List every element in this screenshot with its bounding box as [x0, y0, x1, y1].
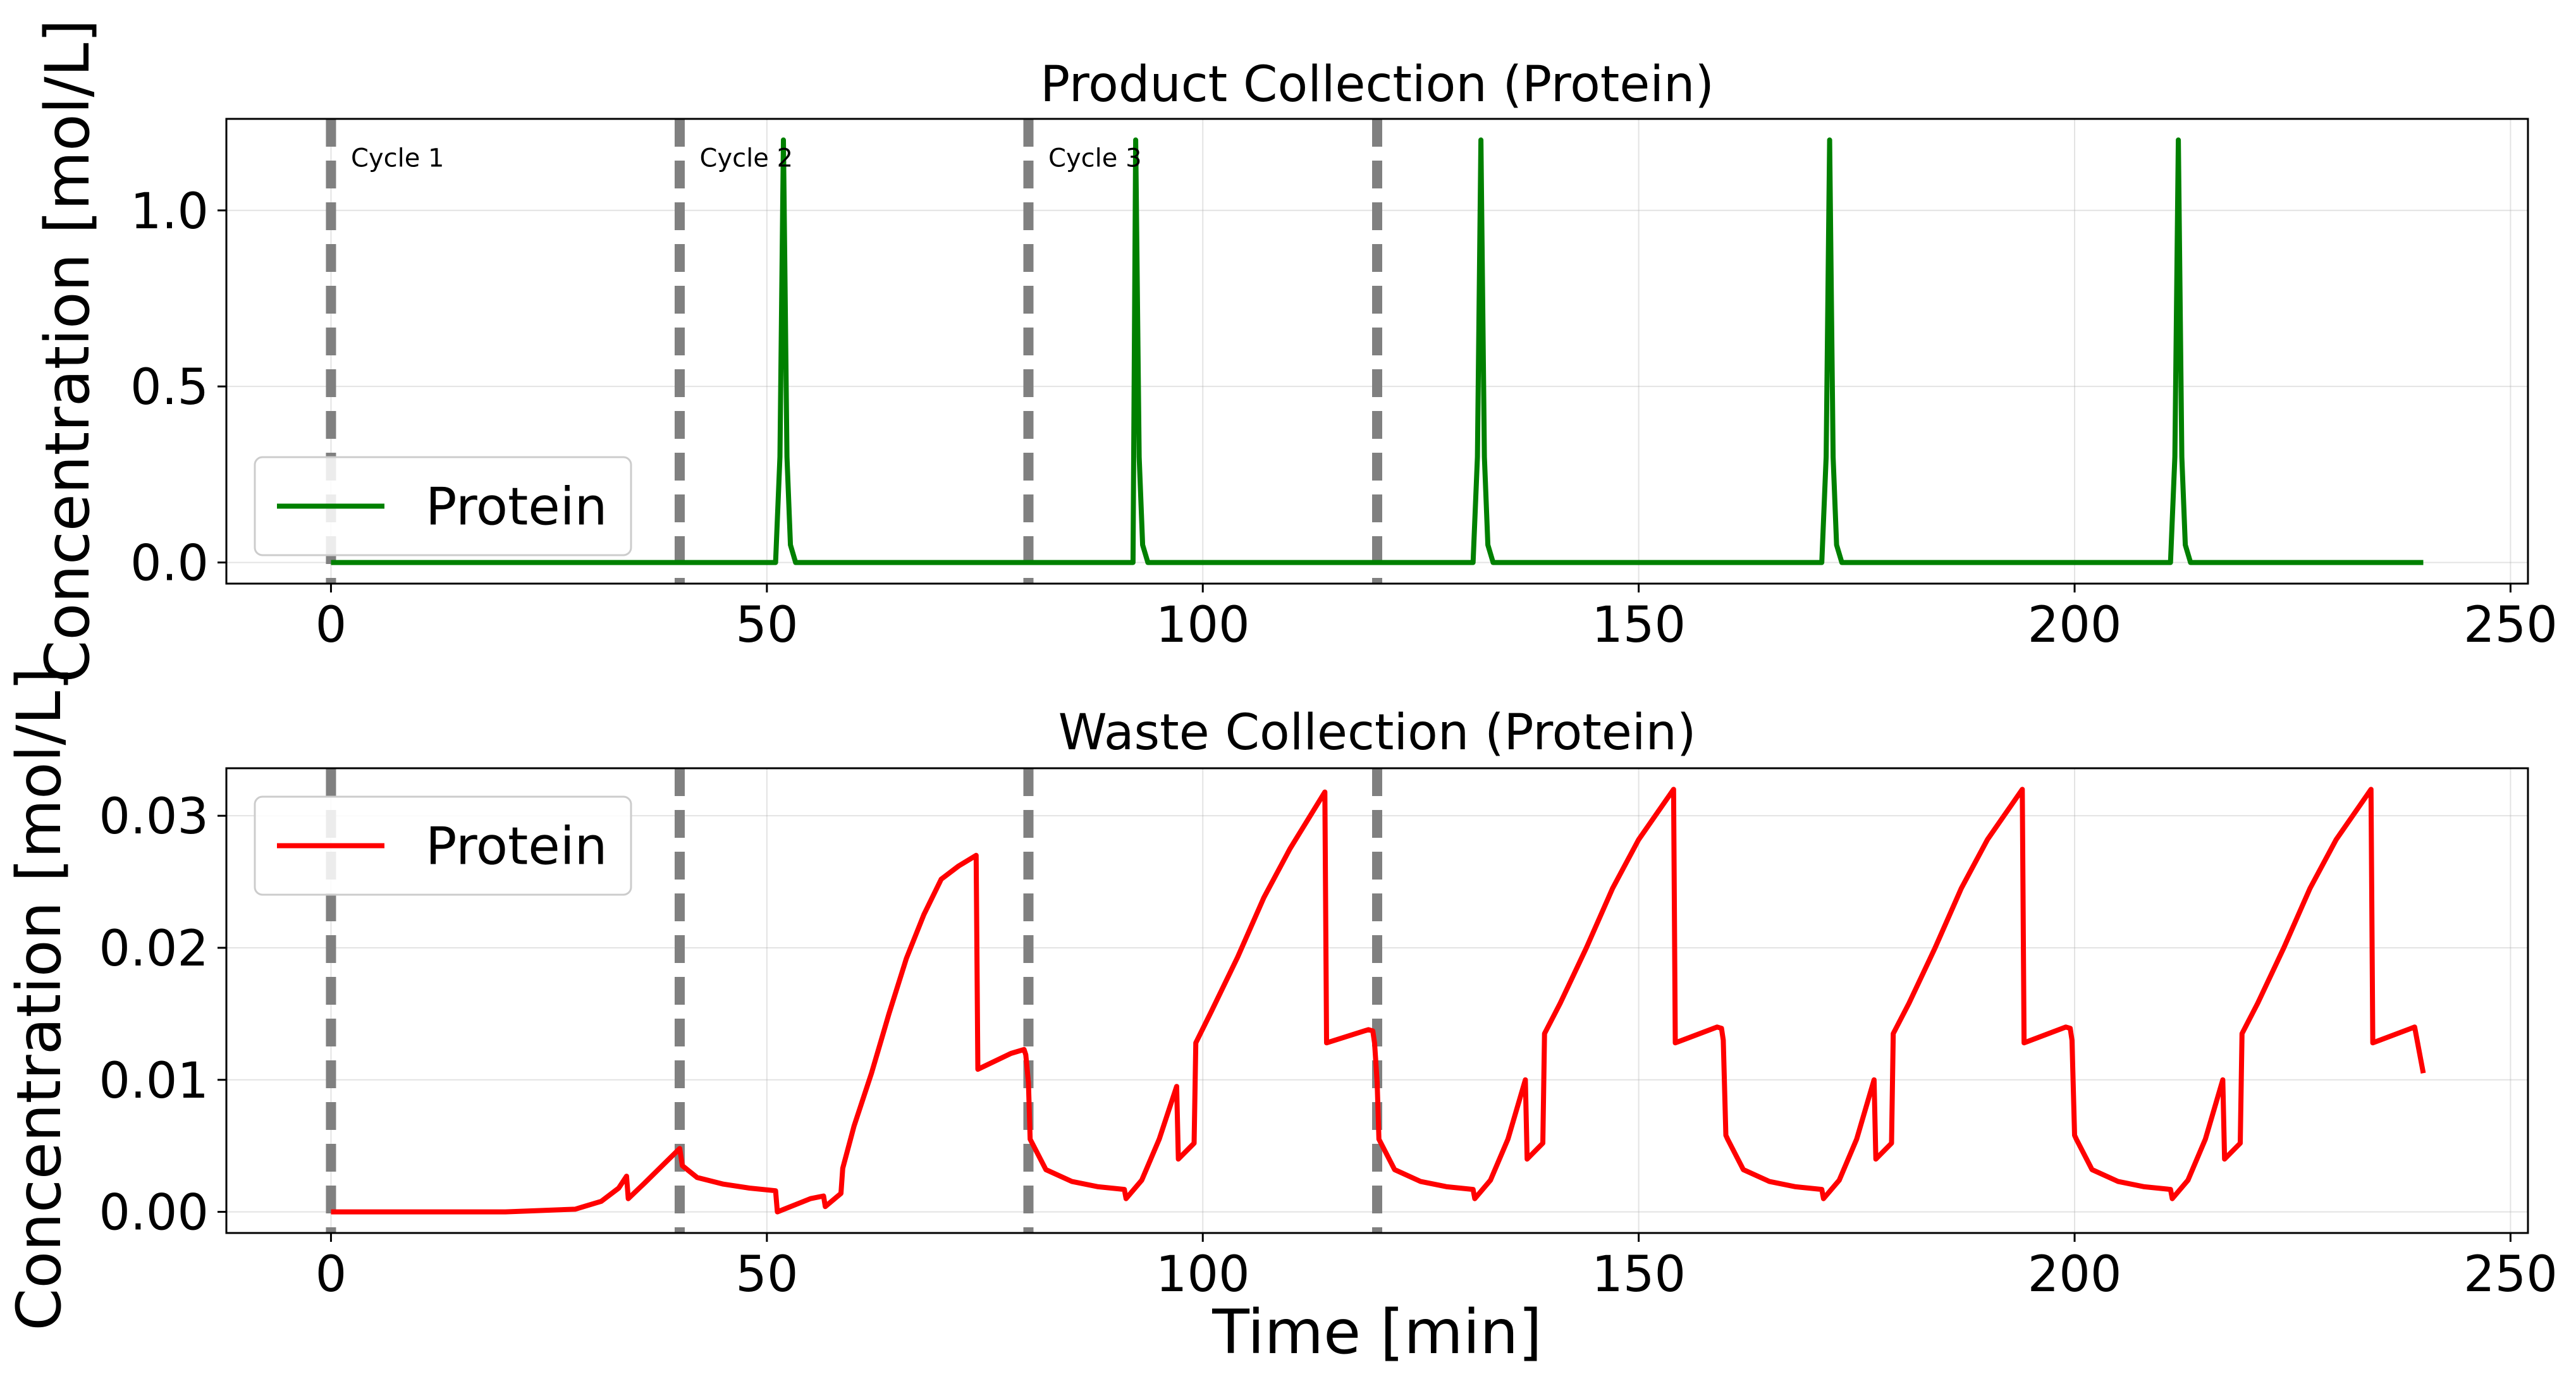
y-tick-label: 0.00	[99, 1185, 209, 1242]
product-legend: Protein	[254, 456, 632, 556]
waste-collection-panel: Waste Collection (Protein) 0 50 100 150 200 2…	[4, 667, 2558, 1368]
waste-y-axis-label: Concentration [mol/L]	[4, 667, 75, 1330]
waste-plot-area: 0 50 100 150 200 250 0.00 0.01 0.02 0.03 Protein	[99, 767, 2558, 1303]
cycle-annotation: Cycle 2	[700, 144, 793, 173]
y-tick-label: 0.0	[130, 536, 209, 592]
x-tick-label: 100	[1156, 1246, 1250, 1303]
product-collection-panel: Product Collection (Protein) Cycle 1 Cycl…	[32, 19, 2558, 682]
x-tick-label: 50	[735, 1246, 798, 1303]
legend-box	[254, 456, 632, 556]
waste-series-layer	[331, 787, 2426, 1215]
x-tick-label: 50	[735, 597, 798, 654]
legend-label: Protein	[426, 817, 607, 877]
x-tick-label: 200	[2028, 597, 2122, 654]
y-tick-label: 1.0	[130, 183, 209, 240]
cycle-annotation: Cycle 1	[351, 144, 444, 173]
product-y-axis-label: Concentration [mol/L]	[32, 19, 103, 682]
legend-box	[254, 795, 632, 896]
x-tick-label: 0	[316, 1246, 347, 1303]
series-line-protein	[331, 787, 2426, 1215]
x-tick-label: 200	[2028, 1246, 2122, 1303]
x-tick-label: 150	[1592, 1246, 1686, 1303]
x-tick-label: 150	[1592, 597, 1686, 654]
x-axis-label: Time [min]	[1211, 1297, 1542, 1368]
product-annotations: Cycle 1 Cycle 2 Cycle 3	[351, 144, 1142, 173]
x-tick-label: 250	[2463, 597, 2558, 654]
x-tick-label: 100	[1156, 597, 1250, 654]
y-tick-label: 0.03	[99, 788, 209, 845]
y-tick-label: 0.02	[99, 921, 209, 978]
waste-legend: Protein	[254, 795, 632, 896]
product-axes-frame	[225, 118, 2529, 585]
y-tick-label: 0.5	[130, 359, 209, 416]
cycle-annotation: Cycle 3	[1048, 144, 1141, 173]
product-plot-area: Cycle 1 Cycle 2 Cycle 3 0 50 100 150 200 250 0.0…	[130, 118, 2558, 654]
waste-chart-title: Waste Collection (Protein)	[1058, 704, 1696, 761]
x-tick-label: 250	[2463, 1246, 2558, 1303]
waste-ticks: 0 50 100 150 200 250 0.00 0.01 0.02 0.03	[99, 788, 2558, 1303]
x-tick-label: 0	[316, 597, 347, 654]
y-tick-label: 0.01	[99, 1053, 209, 1110]
product-chart-title: Product Collection (Protein)	[1040, 56, 1714, 113]
product-ticks: 0 50 100 150 200 250 0.0 0.5 1.0	[130, 183, 2558, 654]
series-line-protein	[331, 137, 2424, 565]
product-series-layer	[331, 137, 2424, 565]
legend-label: Protein	[426, 477, 607, 537]
waste-axes-frame	[225, 767, 2529, 1234]
